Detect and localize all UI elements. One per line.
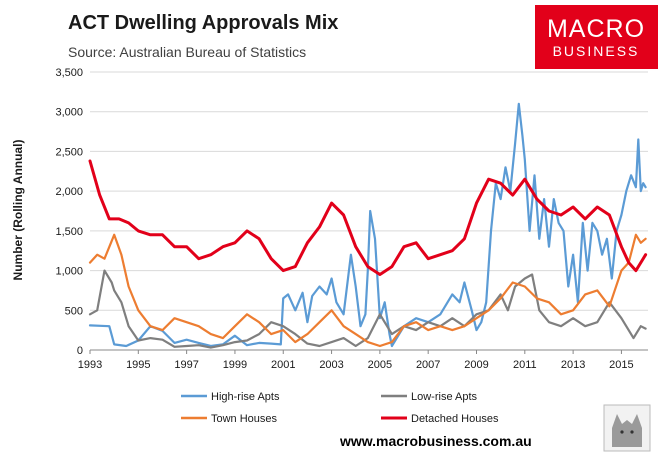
y-tick-label: 2,500 [55, 146, 83, 158]
legend-item-high-rise: High-rise Apts [181, 391, 280, 403]
legend-label: High-rise Apts [211, 391, 280, 403]
chart-subtitle: Source: Australian Bureau of Statistics [68, 44, 306, 60]
x-tick-label: 2001 [271, 359, 295, 371]
x-tick-label: 2009 [464, 359, 488, 371]
legend-label: Detached Houses [411, 413, 499, 425]
gridlines [90, 71, 648, 311]
x-tick-label: 1999 [223, 359, 247, 371]
wolf-icon [612, 414, 642, 447]
wolf-eye-icon [620, 430, 624, 434]
y-tick-label: 500 [65, 305, 83, 317]
wolf-watermark [603, 404, 651, 452]
x-axis-ticks: 1993 1995 1997 1999 2001 2003 2005 2007 2009 2011… [78, 350, 634, 371]
legend-label: Town Houses [211, 413, 278, 425]
series-line-low-rise [88, 269, 647, 349]
x-tick-label: 1997 [174, 359, 198, 371]
logo-line-2: BUSINESS [553, 43, 640, 59]
x-tick-label: 2011 [513, 359, 537, 371]
legend: High-rise Apts Low-rise Apts Town Houses De… [181, 391, 499, 425]
y-tick-label: 1,500 [55, 226, 83, 238]
logo-background [535, 5, 658, 69]
y-tick-label: 3,500 [55, 67, 83, 79]
x-tick-label: 2005 [368, 359, 392, 371]
wolf-eye-icon [630, 430, 634, 434]
x-tick-label: 1995 [126, 359, 150, 371]
series-line-high-rise [88, 102, 647, 348]
y-tick-label: 3,000 [55, 107, 83, 119]
legend-item-detached: Detached Houses [381, 413, 499, 425]
chart-title: ACT Dwelling Approvals Mix [68, 12, 338, 34]
legend-label: Low-rise Apts [411, 391, 478, 403]
y-tick-label: 2,000 [55, 186, 83, 198]
legend-item-town-houses: Town Houses [181, 413, 278, 425]
x-tick-label: 2015 [609, 359, 633, 371]
logo-line-1: MACRO [547, 15, 645, 43]
y-tick-label: 1,000 [55, 266, 83, 278]
legend-item-low-rise: Low-rise Apts [381, 391, 478, 403]
macrobusiness-logo: MACRO BUSINESS [535, 5, 658, 69]
y-axis-label: Number (Rolling Annual) [11, 140, 25, 281]
series-line-town-houses [88, 233, 647, 348]
x-tick-label: 2007 [416, 359, 440, 371]
y-axis-ticks: 0 500 1,000 1,500 2,000 2,500 3,000 3,500 [55, 67, 83, 357]
x-tick-label: 2003 [319, 359, 343, 371]
x-tick-label: 2013 [561, 359, 585, 371]
y-tick-label: 0 [77, 345, 83, 357]
series-line-detached [88, 159, 648, 276]
series-lines [88, 102, 648, 349]
x-tick-label: 1993 [78, 359, 102, 371]
footer-url: www.macrobusiness.com.au [339, 433, 532, 449]
